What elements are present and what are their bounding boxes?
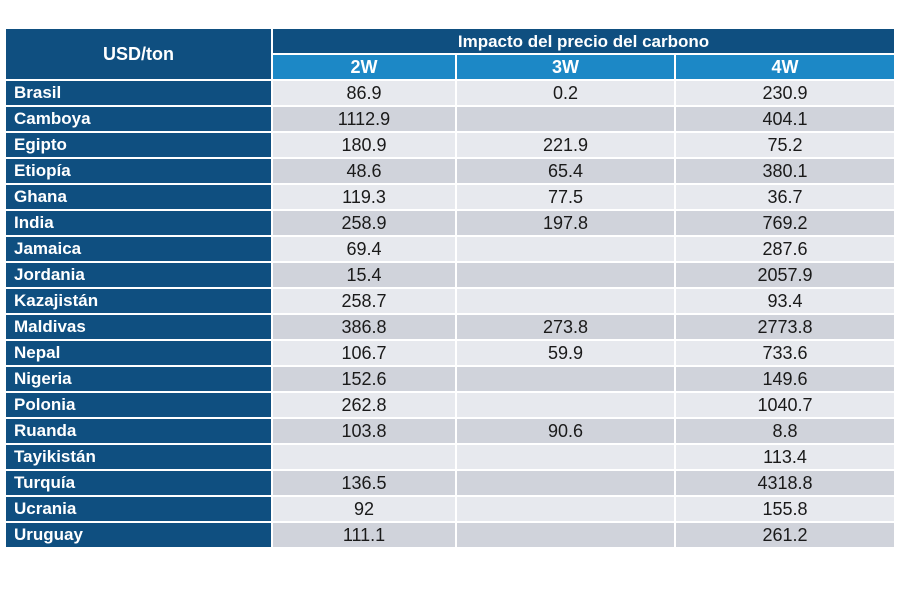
group-header: Impacto del precio del carbono xyxy=(273,29,895,53)
carbon-price-table-container: USD/ton Impacto del precio del carbono 2… xyxy=(4,27,896,549)
table-row: Turquía 136.5 4318.8 xyxy=(6,471,895,495)
value-cell-3w xyxy=(457,237,674,261)
value-cell-3w: 197.8 xyxy=(457,211,674,235)
value-cell-3w: 59.9 xyxy=(457,341,674,365)
table-row: Polonia 262.8 1040.7 xyxy=(6,393,895,417)
value-cell-4w: 230.9 xyxy=(676,81,895,105)
table-row: Uruguay 111.1 261.2 xyxy=(6,523,895,547)
value-cell-3w xyxy=(457,367,674,391)
country-cell: Nigeria xyxy=(6,367,271,391)
country-cell: Tayikistán xyxy=(6,445,271,469)
value-cell-2w: 111.1 xyxy=(273,523,455,547)
value-cell-3w xyxy=(457,107,674,131)
value-cell-3w: 221.9 xyxy=(457,133,674,157)
value-cell-2w: 258.9 xyxy=(273,211,455,235)
value-cell-3w xyxy=(457,471,674,495)
country-cell: Maldivas xyxy=(6,315,271,339)
table-row: Ucrania 92 155.8 xyxy=(6,497,895,521)
country-cell: Camboya xyxy=(6,107,271,131)
value-cell-3w xyxy=(457,263,674,287)
country-cell: Nepal xyxy=(6,341,271,365)
value-cell-2w: 119.3 xyxy=(273,185,455,209)
table-row: Jamaica 69.4 287.6 xyxy=(6,237,895,261)
value-cell-2w: 258.7 xyxy=(273,289,455,313)
table-row: Tayikistán 113.4 xyxy=(6,445,895,469)
value-cell-3w xyxy=(457,289,674,313)
value-cell-2w: 262.8 xyxy=(273,393,455,417)
country-cell: Ruanda xyxy=(6,419,271,443)
column-header-3w: 3W xyxy=(457,55,674,79)
value-cell-4w: 404.1 xyxy=(676,107,895,131)
value-cell-4w: 113.4 xyxy=(676,445,895,469)
value-cell-3w xyxy=(457,497,674,521)
value-cell-4w: 149.6 xyxy=(676,367,895,391)
value-cell-4w: 4318.8 xyxy=(676,471,895,495)
carbon-price-table: USD/ton Impacto del precio del carbono 2… xyxy=(4,27,896,549)
column-header-4w: 4W xyxy=(676,55,895,79)
value-cell-2w: 1112.9 xyxy=(273,107,455,131)
table-row: Nepal 106.7 59.9 733.6 xyxy=(6,341,895,365)
column-header-2w: 2W xyxy=(273,55,455,79)
value-cell-3w: 273.8 xyxy=(457,315,674,339)
value-cell-3w xyxy=(457,445,674,469)
value-cell-2w: 180.9 xyxy=(273,133,455,157)
country-cell: Etiopía xyxy=(6,159,271,183)
value-cell-2w: 48.6 xyxy=(273,159,455,183)
table-row: India 258.9 197.8 769.2 xyxy=(6,211,895,235)
value-cell-4w: 2057.9 xyxy=(676,263,895,287)
table-row: Kazajistán 258.7 93.4 xyxy=(6,289,895,313)
country-cell: Egipto xyxy=(6,133,271,157)
value-cell-2w: 86.9 xyxy=(273,81,455,105)
country-cell: Turquía xyxy=(6,471,271,495)
value-cell-2w: 136.5 xyxy=(273,471,455,495)
value-cell-4w: 1040.7 xyxy=(676,393,895,417)
value-cell-4w: 733.6 xyxy=(676,341,895,365)
value-cell-4w: 75.2 xyxy=(676,133,895,157)
table-row: Jordania 15.4 2057.9 xyxy=(6,263,895,287)
country-cell: Kazajistán xyxy=(6,289,271,313)
country-cell: Jordania xyxy=(6,263,271,287)
value-cell-3w: 90.6 xyxy=(457,419,674,443)
value-cell-2w: 386.8 xyxy=(273,315,455,339)
value-cell-2w xyxy=(273,445,455,469)
value-cell-2w: 106.7 xyxy=(273,341,455,365)
value-cell-3w: 65.4 xyxy=(457,159,674,183)
value-cell-4w: 36.7 xyxy=(676,185,895,209)
table-row: Maldivas 386.8 273.8 2773.8 xyxy=(6,315,895,339)
corner-label: USD/ton xyxy=(6,29,271,79)
country-cell: Brasil xyxy=(6,81,271,105)
value-cell-4w: 155.8 xyxy=(676,497,895,521)
value-cell-4w: 2773.8 xyxy=(676,315,895,339)
table-row: Egipto 180.9 221.9 75.2 xyxy=(6,133,895,157)
table-row: Ruanda 103.8 90.6 8.8 xyxy=(6,419,895,443)
country-cell: Uruguay xyxy=(6,523,271,547)
table-row: Brasil 86.9 0.2 230.9 xyxy=(6,81,895,105)
table-body: Brasil 86.9 0.2 230.9 Camboya 1112.9 404.1 Egip… xyxy=(6,81,895,547)
value-cell-4w: 8.8 xyxy=(676,419,895,443)
table-row: Etiopía 48.6 65.4 380.1 xyxy=(6,159,895,183)
value-cell-3w: 77.5 xyxy=(457,185,674,209)
table-row: Camboya 1112.9 404.1 xyxy=(6,107,895,131)
value-cell-2w: 15.4 xyxy=(273,263,455,287)
value-cell-4w: 380.1 xyxy=(676,159,895,183)
value-cell-4w: 261.2 xyxy=(676,523,895,547)
country-cell: Jamaica xyxy=(6,237,271,261)
country-cell: India xyxy=(6,211,271,235)
value-cell-2w: 152.6 xyxy=(273,367,455,391)
value-cell-2w: 103.8 xyxy=(273,419,455,443)
value-cell-3w: 0.2 xyxy=(457,81,674,105)
value-cell-2w: 92 xyxy=(273,497,455,521)
country-cell: Ghana xyxy=(6,185,271,209)
table-row: Ghana 119.3 77.5 36.7 xyxy=(6,185,895,209)
value-cell-4w: 769.2 xyxy=(676,211,895,235)
value-cell-4w: 93.4 xyxy=(676,289,895,313)
country-cell: Polonia xyxy=(6,393,271,417)
value-cell-4w: 287.6 xyxy=(676,237,895,261)
value-cell-3w xyxy=(457,393,674,417)
country-cell: Ucrania xyxy=(6,497,271,521)
table-row: Nigeria 152.6 149.6 xyxy=(6,367,895,391)
table-header: USD/ton Impacto del precio del carbono 2… xyxy=(6,29,895,79)
value-cell-2w: 69.4 xyxy=(273,237,455,261)
value-cell-3w xyxy=(457,523,674,547)
